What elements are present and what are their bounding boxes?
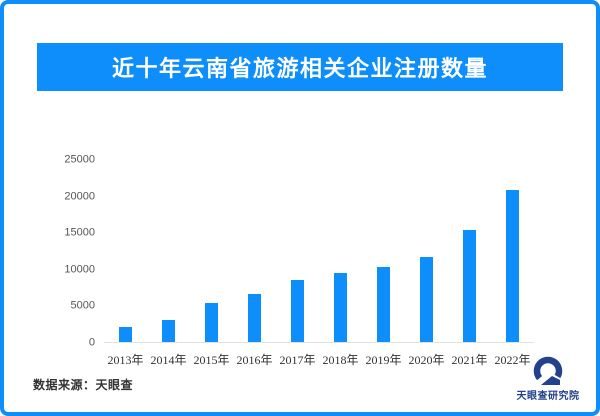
bar-2014 <box>162 320 175 342</box>
bar-2015 <box>205 303 218 342</box>
y-tick-label: 10000 <box>64 263 95 276</box>
bar-2020 <box>420 257 433 342</box>
tianyancha-logo: 天眼查研究院 <box>508 356 588 402</box>
x-tick-label: 2019年 <box>365 353 402 367</box>
x-axis-labels: 2013年 2014年 2015年 2016年 2017年 2018年 2019年 2020年… <box>104 351 534 368</box>
bar-slot <box>362 160 405 342</box>
tianyancha-logo-icon <box>533 356 563 385</box>
x-tick-label: 2016年 <box>236 353 273 367</box>
bar-2022 <box>506 190 519 342</box>
y-tick-label: 25000 <box>64 153 95 166</box>
y-tick-label: 5000 <box>70 299 95 312</box>
plot-area <box>104 160 534 343</box>
tianyancha-logo-text: 天眼查研究院 <box>516 391 580 402</box>
y-axis: 0 5000 10000 15000 20000 25000 <box>30 154 95 348</box>
x-tick-label: 2014年 <box>150 353 187 367</box>
bar-slot <box>147 160 190 342</box>
chart-title: 近十年云南省旅游相关企业注册数量 <box>111 56 488 81</box>
bar-2018 <box>334 273 347 342</box>
bar-slot <box>448 160 491 342</box>
x-tick-label: 2015年 <box>193 353 230 367</box>
infographic-body: 近十年云南省旅游相关企业注册数量 0 5000 10000 15000 20000 250… <box>4 4 596 412</box>
bar-slot <box>233 160 276 342</box>
data-source-label: 数据来源：天眼查 <box>33 378 134 392</box>
bar-2016 <box>248 294 261 342</box>
bar-2013 <box>119 327 132 342</box>
x-tick-label: 2021年 <box>451 353 488 367</box>
bar-2019 <box>377 267 390 342</box>
x-tick-label: 2013年 <box>107 353 144 367</box>
bar-2017 <box>291 280 304 342</box>
chart-title-banner: 近十年云南省旅游相关企业注册数量 <box>37 43 563 91</box>
y-tick-label: 20000 <box>64 190 95 203</box>
bar-slot <box>104 160 147 342</box>
y-tick-label: 0 <box>88 336 95 349</box>
x-tick-label: 2017年 <box>279 353 316 367</box>
x-tick-label: 2018年 <box>322 353 359 367</box>
bar-slot <box>190 160 233 342</box>
bar-slot <box>405 160 448 342</box>
bar-slot <box>276 160 319 342</box>
y-tick-label: 15000 <box>64 226 95 239</box>
x-tick-label: 2020年 <box>408 353 445 367</box>
bar-slot <box>491 160 534 342</box>
x-tick-label: 2022年 <box>494 353 531 367</box>
bar-slot <box>319 160 362 342</box>
bar-2021 <box>463 230 476 342</box>
